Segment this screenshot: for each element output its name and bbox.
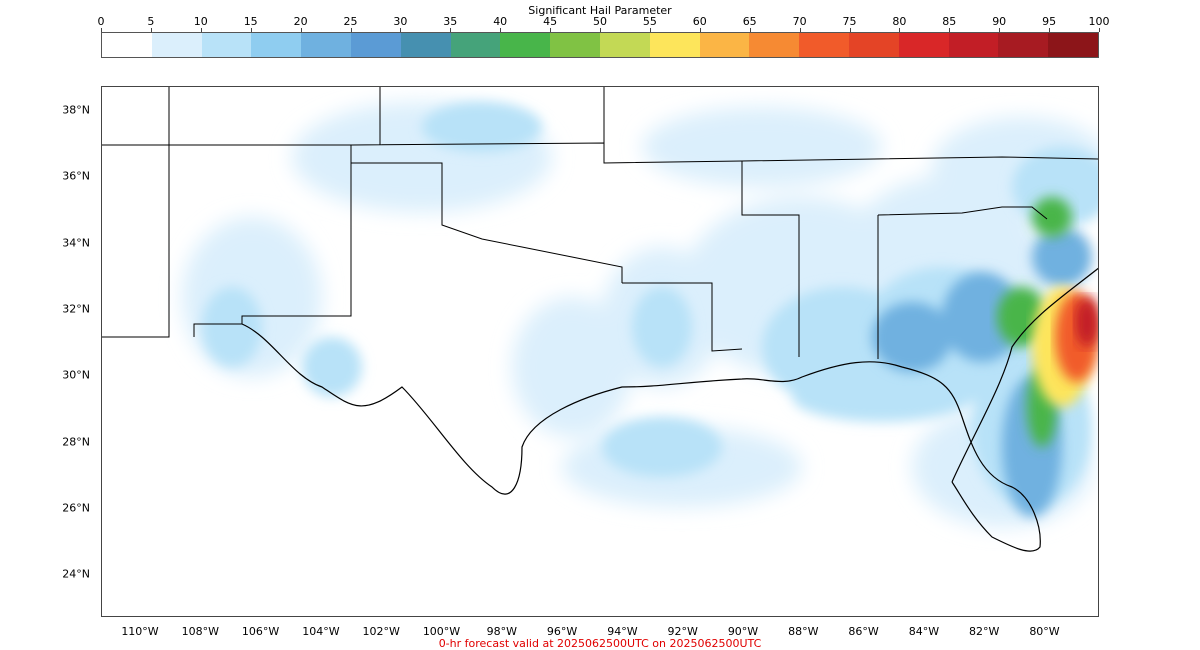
colorbar-tick-mark (699, 28, 701, 32)
colorbar-tick-mark (1049, 28, 1051, 32)
latitude-label: 26°N (62, 501, 90, 515)
longitude-label: 104°W (302, 625, 340, 638)
longitude-label: 88°W (788, 625, 819, 638)
longitude-label: 94°W (607, 625, 638, 638)
colorbar-tick-label: 10 (193, 15, 208, 28)
longitude-label: 92°W (667, 625, 698, 638)
latitude-label: 38°N (62, 103, 90, 117)
colorbar-segment (649, 33, 700, 57)
longitude-label: 90°W (727, 625, 759, 638)
longitude-label: 110°W (121, 625, 159, 638)
colorbar-tick-label: 35 (443, 15, 458, 28)
colorbar-tick-mark (849, 28, 851, 32)
colorbar-title: Significant Hail Parameter (528, 4, 672, 17)
colorbar-segment (151, 33, 202, 57)
colorbar-segment (599, 33, 650, 57)
colorbar-tick-label: 0 (97, 15, 105, 28)
colorbar-tick-label: 90 (992, 15, 1007, 28)
map-svg (102, 87, 1098, 552)
colorbar-tick-mark (250, 28, 252, 32)
colorbar-tick-mark (749, 28, 751, 32)
colorbar-tick-label: 85 (942, 15, 957, 28)
colorbar-tick-mark (150, 28, 152, 32)
longitude-label: 106°W (241, 625, 280, 638)
colorbar-tick-mark (350, 28, 352, 32)
colorbar-tick-label: 25 (343, 15, 358, 28)
colorbar-segment (848, 33, 899, 57)
colorbar-tick-label: 70 (792, 15, 807, 28)
colorbar-tick-mark (550, 28, 552, 32)
colorbar-tick-mark (101, 28, 102, 32)
longitude-label: 96°W (546, 625, 578, 638)
colorbar-segment (898, 33, 949, 57)
coastline (241, 267, 1098, 552)
colorbar-tick-label: 5 (147, 15, 155, 28)
colorbar-tick-label: 20 (293, 15, 308, 28)
colorbar-tick-label: 30 (393, 15, 408, 28)
colorbar-tick-label: 75 (842, 15, 857, 28)
colorbar-segment (749, 33, 800, 57)
colorbar-segment (699, 33, 750, 57)
colorbar-segment (251, 33, 302, 57)
longitude-label: 86°W (848, 625, 879, 638)
longitude-label: 108°W (181, 625, 219, 638)
colorbar-segment (400, 33, 451, 57)
colorbar-segment (998, 33, 1049, 57)
colorbar-tick-label: 100 (1088, 15, 1110, 28)
longitude-label: 82°W (969, 625, 1000, 638)
colorbar-tick-mark (500, 28, 502, 32)
colorbar-tick-mark (799, 28, 801, 32)
latitude-label: 32°N (62, 302, 90, 316)
colorbar-tick-label: 60 (692, 15, 707, 28)
state-boundaries (102, 87, 1098, 359)
longitude-label: 80°W (1029, 625, 1060, 638)
colorbar-segment (799, 33, 849, 57)
colorbar-tick-label: 15 (243, 15, 258, 28)
longitude-label: 100°W (422, 625, 461, 638)
latitude-label: 36°N (62, 169, 90, 183)
colorbar-tick-mark (1099, 28, 1100, 32)
latitude-label: 24°N (62, 567, 90, 581)
colorbar-tick-mark (400, 28, 402, 32)
colorbar-tick-mark (200, 28, 202, 32)
latitude-label: 30°N (62, 368, 90, 382)
colorbar (101, 32, 1099, 58)
colorbar-segment (102, 33, 152, 57)
forecast-valid-text: 0-hr forecast valid at 2025062500UTC on … (438, 637, 762, 650)
longitude-label: 98°W (486, 625, 517, 638)
colorbar-segment (1048, 33, 1098, 57)
colorbar-tick-label: 40 (493, 15, 508, 28)
colorbar-tick-mark (899, 28, 901, 32)
hail-field (182, 102, 1098, 527)
colorbar-segment (500, 33, 551, 57)
colorbar-tick-mark (999, 28, 1001, 32)
colorbar-tick-label: 80 (892, 15, 907, 28)
longitude-label: 84°W (908, 625, 940, 638)
colorbar-tick-label: 45 (543, 15, 558, 28)
colorbar-tick-mark (949, 28, 951, 32)
colorbar-segment (301, 33, 351, 57)
longitude-label: 102°W (362, 625, 400, 638)
colorbar-tick-mark (600, 28, 601, 32)
colorbar-segment (550, 33, 600, 57)
colorbar-segment (948, 33, 999, 57)
map-panel[interactable] (101, 86, 1099, 617)
colorbar-segment (350, 33, 401, 57)
latitude-label: 28°N (62, 435, 90, 448)
latitude-label: 34°N (62, 236, 90, 250)
colorbar-tick-mark (300, 28, 302, 32)
colorbar-tick-label: 50 (593, 15, 607, 28)
colorbar-tick-label: 65 (742, 15, 757, 28)
colorbar-tick-label: 55 (642, 15, 657, 28)
colorbar-segment (201, 33, 252, 57)
colorbar-tick-mark (450, 28, 452, 32)
colorbar-tick-label: 95 (1042, 15, 1057, 28)
colorbar-tick-mark (649, 28, 651, 32)
colorbar-segment (450, 33, 501, 57)
